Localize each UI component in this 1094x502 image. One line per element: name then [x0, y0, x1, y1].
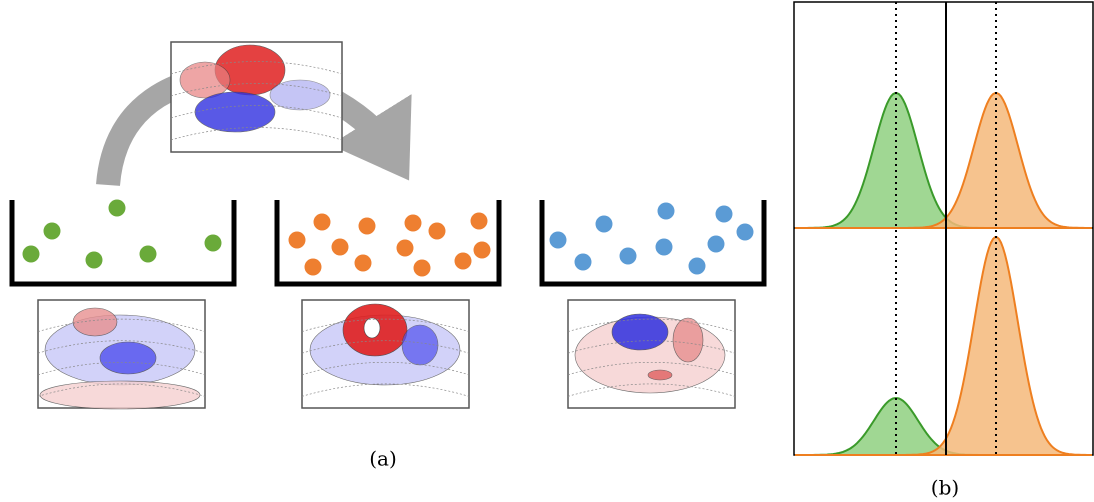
- sample-dot: [707, 235, 725, 253]
- distribution: [795, 92, 1092, 229]
- graticule: [301, 361, 470, 376]
- sample-dot: [549, 231, 567, 249]
- graticule: [37, 318, 206, 332]
- graticule: [567, 361, 736, 376]
- graticule: [301, 340, 470, 354]
- sample-dot: [715, 205, 733, 223]
- sample-dot: [313, 213, 331, 231]
- sample-dot: [574, 253, 592, 271]
- sample-dot: [85, 251, 103, 269]
- sample-dot: [358, 217, 376, 235]
- graticule: [37, 383, 206, 397]
- anomaly: [401, 324, 439, 366]
- sample-dot: [139, 245, 157, 263]
- anomaly: [672, 317, 704, 363]
- sample-dot: [404, 214, 422, 232]
- panel-label: (b): [931, 476, 959, 500]
- map: [567, 299, 736, 409]
- sample-dot: [428, 222, 446, 240]
- anomaly: [611, 313, 669, 351]
- sample-dot: [22, 245, 40, 263]
- graticule: [301, 383, 470, 397]
- sample-dot: [396, 239, 414, 257]
- sample-dot: [688, 257, 706, 275]
- sample-dot: [657, 202, 675, 220]
- distribution: [795, 236, 1092, 456]
- anomaly: [39, 380, 201, 410]
- anomaly: [72, 307, 118, 337]
- graticule: [37, 361, 206, 376]
- sample-dot: [354, 254, 372, 272]
- sample-dot: [470, 212, 488, 230]
- graticule: [567, 383, 736, 397]
- graticule: [567, 340, 736, 354]
- maps: [37, 41, 736, 410]
- graticule: [37, 340, 206, 354]
- sample-dot: [331, 238, 349, 256]
- bucket: [274, 200, 502, 287]
- sample-dot: [108, 199, 126, 217]
- sample-dot: [204, 234, 222, 252]
- distribution: [795, 92, 1092, 229]
- bucket: [539, 200, 767, 287]
- sample-dot: [43, 222, 61, 240]
- graticule: [301, 318, 470, 332]
- map: [301, 299, 470, 409]
- distributions: [795, 92, 1092, 456]
- buckets: [9, 200, 767, 287]
- anomaly: [99, 341, 157, 375]
- sample-dot: [288, 231, 306, 249]
- graticule: [170, 83, 343, 97]
- graticule: [567, 318, 736, 332]
- sample-dot: [454, 252, 472, 270]
- sample-dot: [413, 259, 431, 277]
- graticule: [170, 127, 343, 141]
- sample-dot: [595, 215, 613, 233]
- sample-dot: [473, 241, 491, 259]
- graticule: [170, 61, 343, 75]
- anomaly: [179, 61, 231, 99]
- sample-dot: [655, 238, 673, 256]
- panel-label: (a): [369, 447, 397, 471]
- bucket: [9, 200, 237, 287]
- sample-dot: [304, 258, 322, 276]
- graticule: [170, 105, 343, 119]
- map: [170, 41, 343, 153]
- sample-dot: [619, 247, 637, 265]
- map: [37, 299, 206, 410]
- anomaly: [269, 79, 331, 111]
- dots: [22, 199, 754, 277]
- anomaly: [194, 91, 276, 133]
- anomaly: [647, 369, 673, 381]
- anomaly: [363, 317, 381, 339]
- sample-dot: [736, 223, 754, 241]
